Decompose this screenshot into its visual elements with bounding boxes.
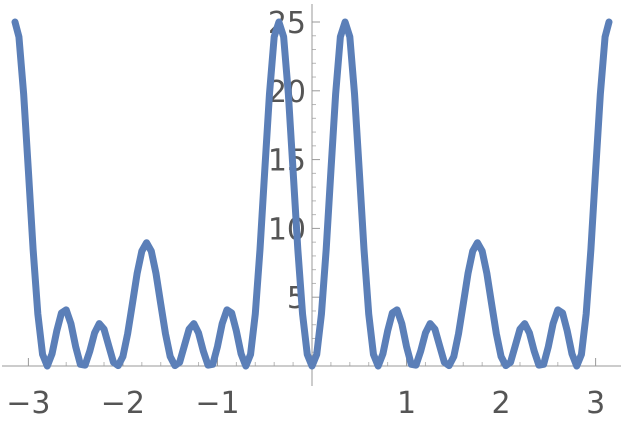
series-group: [11, 18, 613, 370]
x-tick-label: −3: [6, 386, 50, 421]
x-tick-label: 2: [492, 386, 511, 421]
x-tick-label: −1: [195, 386, 239, 421]
x-axis-ticks: −3 −2 −1 1 2 3: [6, 358, 605, 421]
x-tick-label: −2: [101, 386, 145, 421]
series-line: [11, 18, 613, 370]
x-tick-label: 3: [586, 386, 605, 421]
y-tick-label: 15: [268, 144, 306, 179]
x-tick-label: 1: [397, 386, 416, 421]
